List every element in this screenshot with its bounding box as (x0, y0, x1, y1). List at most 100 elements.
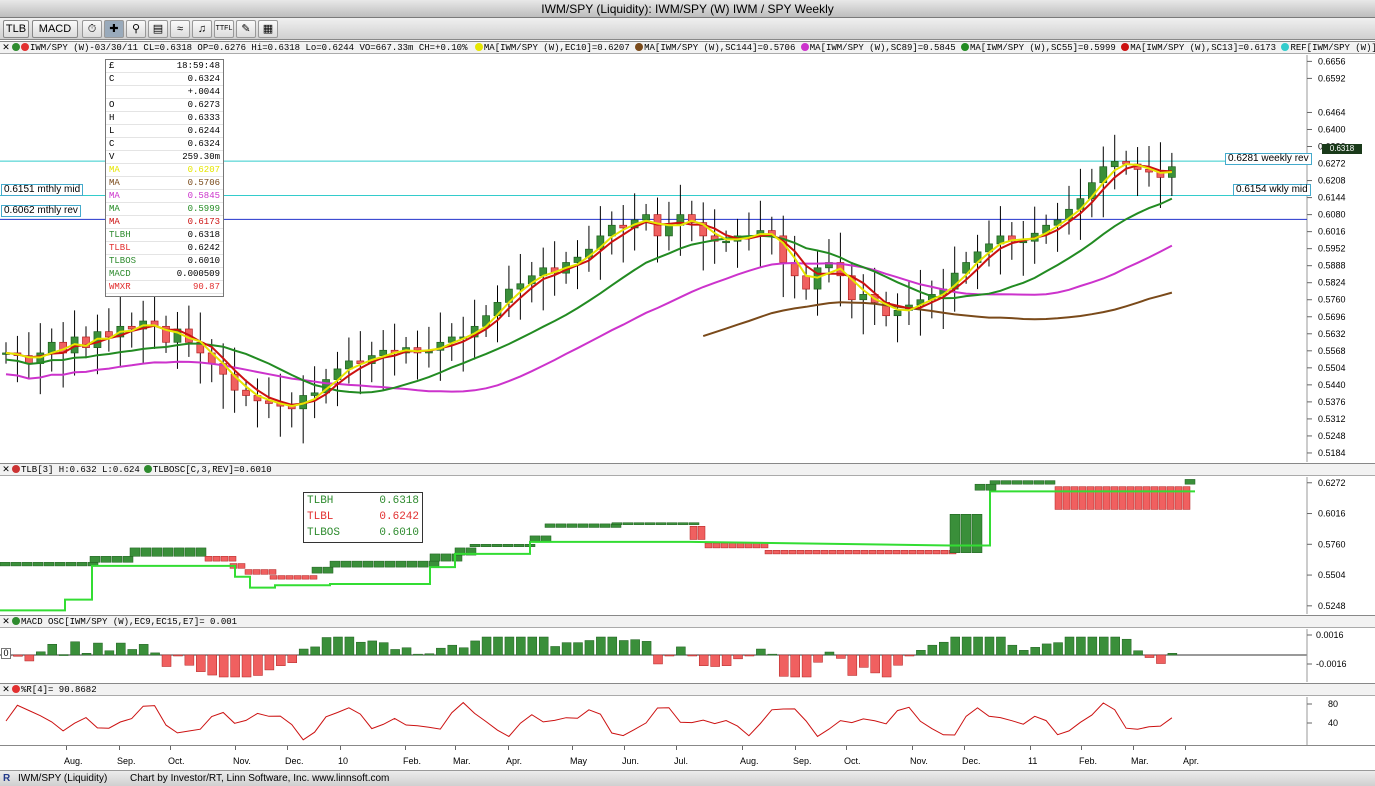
price-axis-label: 0.6464 (1318, 107, 1346, 117)
tlb-bar-up (0, 562, 11, 567)
price-axis-label: 0.5376 (1318, 397, 1346, 407)
zoom-icon[interactable]: ⚲ (126, 20, 146, 38)
tlb-bar-down (1174, 486, 1183, 510)
macd-bar-down (287, 654, 297, 663)
macd-bar-up (333, 636, 343, 656)
tlb-bar-up (1184, 479, 1196, 485)
candle-up (1087, 182, 1096, 199)
macd-bar-up (961, 636, 972, 656)
macd-bar-up (927, 644, 938, 656)
tlb-bar-down (736, 542, 745, 549)
data-window-value: 0.6010 (187, 256, 220, 266)
tlb-bar-up (395, 560, 407, 568)
wr-axis-label: 40 (1328, 718, 1338, 728)
tlb-axis-label: 0.6272 (1318, 478, 1346, 488)
tlb-bar-down (844, 550, 853, 555)
time-axis-tick (66, 746, 67, 750)
footer-credit: Chart by Investor/RT, Linn Software, Inc… (130, 773, 390, 784)
bell-icon[interactable]: ♫ (192, 20, 212, 38)
candle-down (82, 336, 90, 348)
tlb-bar-down (228, 556, 237, 562)
macd-button[interactable]: MACD (32, 20, 78, 38)
macd-bar-up (447, 644, 458, 656)
time-axis-label: Oct. (168, 756, 185, 766)
tlb-bar-up (406, 560, 418, 568)
tlb-legend-key: TLBOS (307, 527, 341, 539)
draw-icon[interactable]: ✎ (236, 20, 256, 38)
time-axis-label: Jul. (674, 756, 689, 766)
macd-bar-up (618, 640, 629, 656)
stopwatch-icon[interactable]: ⏱ (82, 20, 102, 38)
macd-bar-up (321, 637, 332, 656)
macd-bar-down (218, 654, 229, 678)
macd-header-text: MACD OSC[IWM/SPY (W),EC9,EC15,E7]= 0.001 (21, 617, 238, 627)
candle-up (859, 294, 868, 301)
tlb-legend-value: 0.6010 (379, 527, 419, 539)
candle-down (242, 389, 250, 396)
tlb-bar-up (555, 523, 567, 528)
wr-chart[interactable]: 80 40 (0, 697, 1375, 745)
ma5-label: MA[IWM/SPY (W),SC13]=0.6173 (1130, 43, 1277, 53)
candle-down (230, 373, 239, 391)
tlb-legend-key: TLBH (307, 495, 334, 507)
macd-bar-up (310, 646, 320, 656)
macd-chart[interactable]: 0.0016 -0.0016 (0, 629, 1375, 682)
macd-bar-up (1121, 638, 1132, 656)
tlb-bar-down (1118, 486, 1127, 510)
close-icon[interactable]: ✕ (2, 464, 10, 474)
tlb-button[interactable]: TLB (3, 20, 29, 38)
ttfl-icon[interactable]: TTFL (214, 20, 234, 38)
tlb-bar-down (940, 550, 949, 555)
price-axis-label: 0.6656 (1318, 56, 1346, 66)
tlb-bar-up (513, 544, 525, 547)
data-window-row: MA 0.6207 (106, 164, 223, 177)
tlb-bar-down (836, 550, 845, 555)
chart2-icon[interactable]: ≈ (170, 20, 190, 38)
tlb-bar-up (373, 560, 385, 568)
ma-dot-icon (1121, 43, 1130, 51)
crosshair-icon[interactable]: ✚ (104, 20, 124, 38)
data-window-key: TLBOS (109, 256, 137, 266)
close-icon[interactable]: ✕ (2, 42, 10, 52)
macd-bar-up (104, 650, 115, 656)
tlb-bar-up (111, 556, 123, 563)
tlb-bar-up (173, 547, 185, 557)
macd-bar-up (93, 642, 103, 656)
tlb-bar-down (828, 550, 837, 555)
tlb-bar-up (985, 483, 997, 491)
chart3-icon[interactable]: ▦ (258, 20, 278, 38)
tlb-legend-row: TLBOS 0.6010 (304, 525, 422, 541)
macd-bar-down (196, 654, 206, 672)
ma3-label: MA[IWM/SPY (W),SC89]=0.5845 (809, 43, 956, 53)
macd-bar-down (276, 654, 286, 666)
tlb-bar-up (122, 556, 134, 563)
macd-bar-down (207, 654, 217, 676)
time-axis-label: Oct. (844, 756, 861, 766)
candle-up (516, 283, 525, 290)
tlb-bar-up (577, 523, 589, 528)
time-axis-label: Feb. (403, 756, 422, 766)
candle-down (710, 235, 719, 242)
tlb-axis-label: 0.5248 (1318, 601, 1346, 611)
tlb-bar-down (204, 556, 213, 562)
close-icon[interactable]: ✕ (2, 684, 10, 694)
macd-bar-up (378, 642, 389, 656)
tlb-chart[interactable]: 0.6272 0.6016 0.5760 0.5504 0.5248 (0, 477, 1375, 614)
macd-bar-up (344, 636, 355, 656)
data-window-row: MACD 0.000509 (106, 268, 223, 281)
macd-bar-up (1041, 643, 1052, 656)
time-axis-tick (676, 746, 677, 750)
price-chart[interactable]: 0.66560.65920.64640.64000.63360.62720.62… (0, 55, 1375, 462)
close-icon[interactable]: ✕ (2, 616, 10, 626)
tlb-bar-down (1078, 486, 1087, 510)
macd-bar-up (424, 653, 435, 656)
status-dot-icon (12, 617, 20, 625)
tlb-legend-value: 0.6318 (379, 495, 419, 507)
macd-bar-down (1144, 654, 1155, 658)
tlb-bar-down (237, 563, 246, 569)
tlb-bar-down (268, 569, 277, 575)
chart-icon[interactable]: ▤ (148, 20, 168, 38)
macd-bar-down (904, 654, 915, 657)
data-window-value: 0.6173 (187, 217, 220, 227)
status-dot-icon (12, 465, 20, 473)
